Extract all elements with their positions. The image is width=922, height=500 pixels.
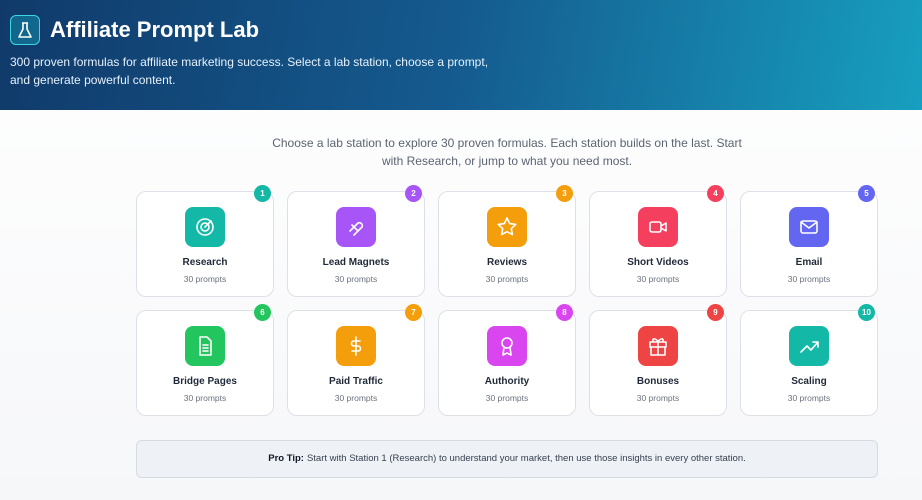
station-name: Email [795,257,823,268]
station-badge: 7 [405,304,422,321]
icon-glyph [350,336,362,356]
station-card[interactable]: 2 Lead Magnets 30 prompts [287,185,425,297]
station-badge: 3 [556,185,573,202]
station-badge: 4 [707,185,724,202]
station-icon [487,326,527,366]
station-icon [487,207,527,247]
icon-glyph [501,337,513,356]
station-icon [185,207,225,247]
station-name: Scaling [791,376,827,387]
station-badge: 6 [254,304,271,321]
station-count: 30 prompts [636,274,680,284]
title: Affiliate Prompt Lab [50,17,260,42]
station-name: Bridge Pages [173,376,237,387]
station-name: Research [182,257,228,268]
station-card[interactable]: 3 Reviews 30 prompts [438,185,576,297]
station-name: Lead Magnets [322,257,390,268]
station-icon [789,326,829,366]
station-card[interactable]: 10 Scaling 30 prompts [740,304,878,416]
station-name: Reviews [486,257,528,268]
icon-glyph [199,336,212,356]
station-card[interactable]: 6 Bridge Pages 30 prompts [136,304,274,416]
station-card[interactable]: 9 Bonuses 30 prompts [589,304,727,416]
station-icon [336,207,376,247]
station-count: 30 prompts [334,393,378,403]
station-count: 30 prompts [485,274,529,284]
icon-glyph [649,221,667,233]
pro-tip-text: Start with Station 1 (Research) to under… [306,453,746,464]
station-count: 30 prompts [787,393,831,403]
station-icon [638,207,678,247]
station-count: 30 prompts [183,393,227,403]
icon-glyph [349,221,364,236]
station-icon [638,326,678,366]
station-count: 30 prompts [485,393,529,403]
icon-glyph [800,220,818,234]
subtitle: 300 proven formulas for affiliate market… [10,55,489,87]
icon-glyph [497,217,517,236]
station-icon [789,207,829,247]
pro-tip-label: Pro Tip: [268,453,304,464]
station-badge: 2 [405,185,422,202]
station-count: 30 prompts [787,274,831,284]
station-name: Paid Traffic [329,376,383,387]
station-count: 30 prompts [334,274,378,284]
station-count: 30 prompts [183,274,227,284]
header: Affiliate Prompt Lab 300 proven formulas… [0,0,922,110]
station-name: Bonuses [636,376,680,387]
pro-tip: Pro Tip: Start with Station 1 (Research) … [136,440,878,478]
station-badge: 9 [707,304,724,321]
station-card[interactable]: 1 Research 30 prompts [136,185,274,297]
station-badge: 8 [556,304,573,321]
logo [10,15,40,45]
station-name: Short Videos [627,257,689,268]
logo-icon [18,22,32,38]
station-name: Authority [484,376,530,387]
station-icon [336,326,376,366]
station-card[interactable]: 4 Short Videos 30 prompts [589,185,727,297]
station-count: 30 prompts [636,393,680,403]
station-card[interactable]: 8 Authority 30 prompts [438,304,576,416]
icon-glyph [196,218,214,236]
station-badge: 10 [858,304,875,321]
station-card[interactable]: 5 Email 30 prompts [740,185,878,297]
icon-glyph [649,338,667,356]
station-card[interactable]: 7 Paid Traffic 30 prompts [287,304,425,416]
icon-glyph [800,341,819,353]
station-badge: 1 [254,185,271,202]
station-icon [185,326,225,366]
intro: Choose a lab station to explore 30 prove… [272,136,742,168]
station-badge: 5 [858,185,875,202]
